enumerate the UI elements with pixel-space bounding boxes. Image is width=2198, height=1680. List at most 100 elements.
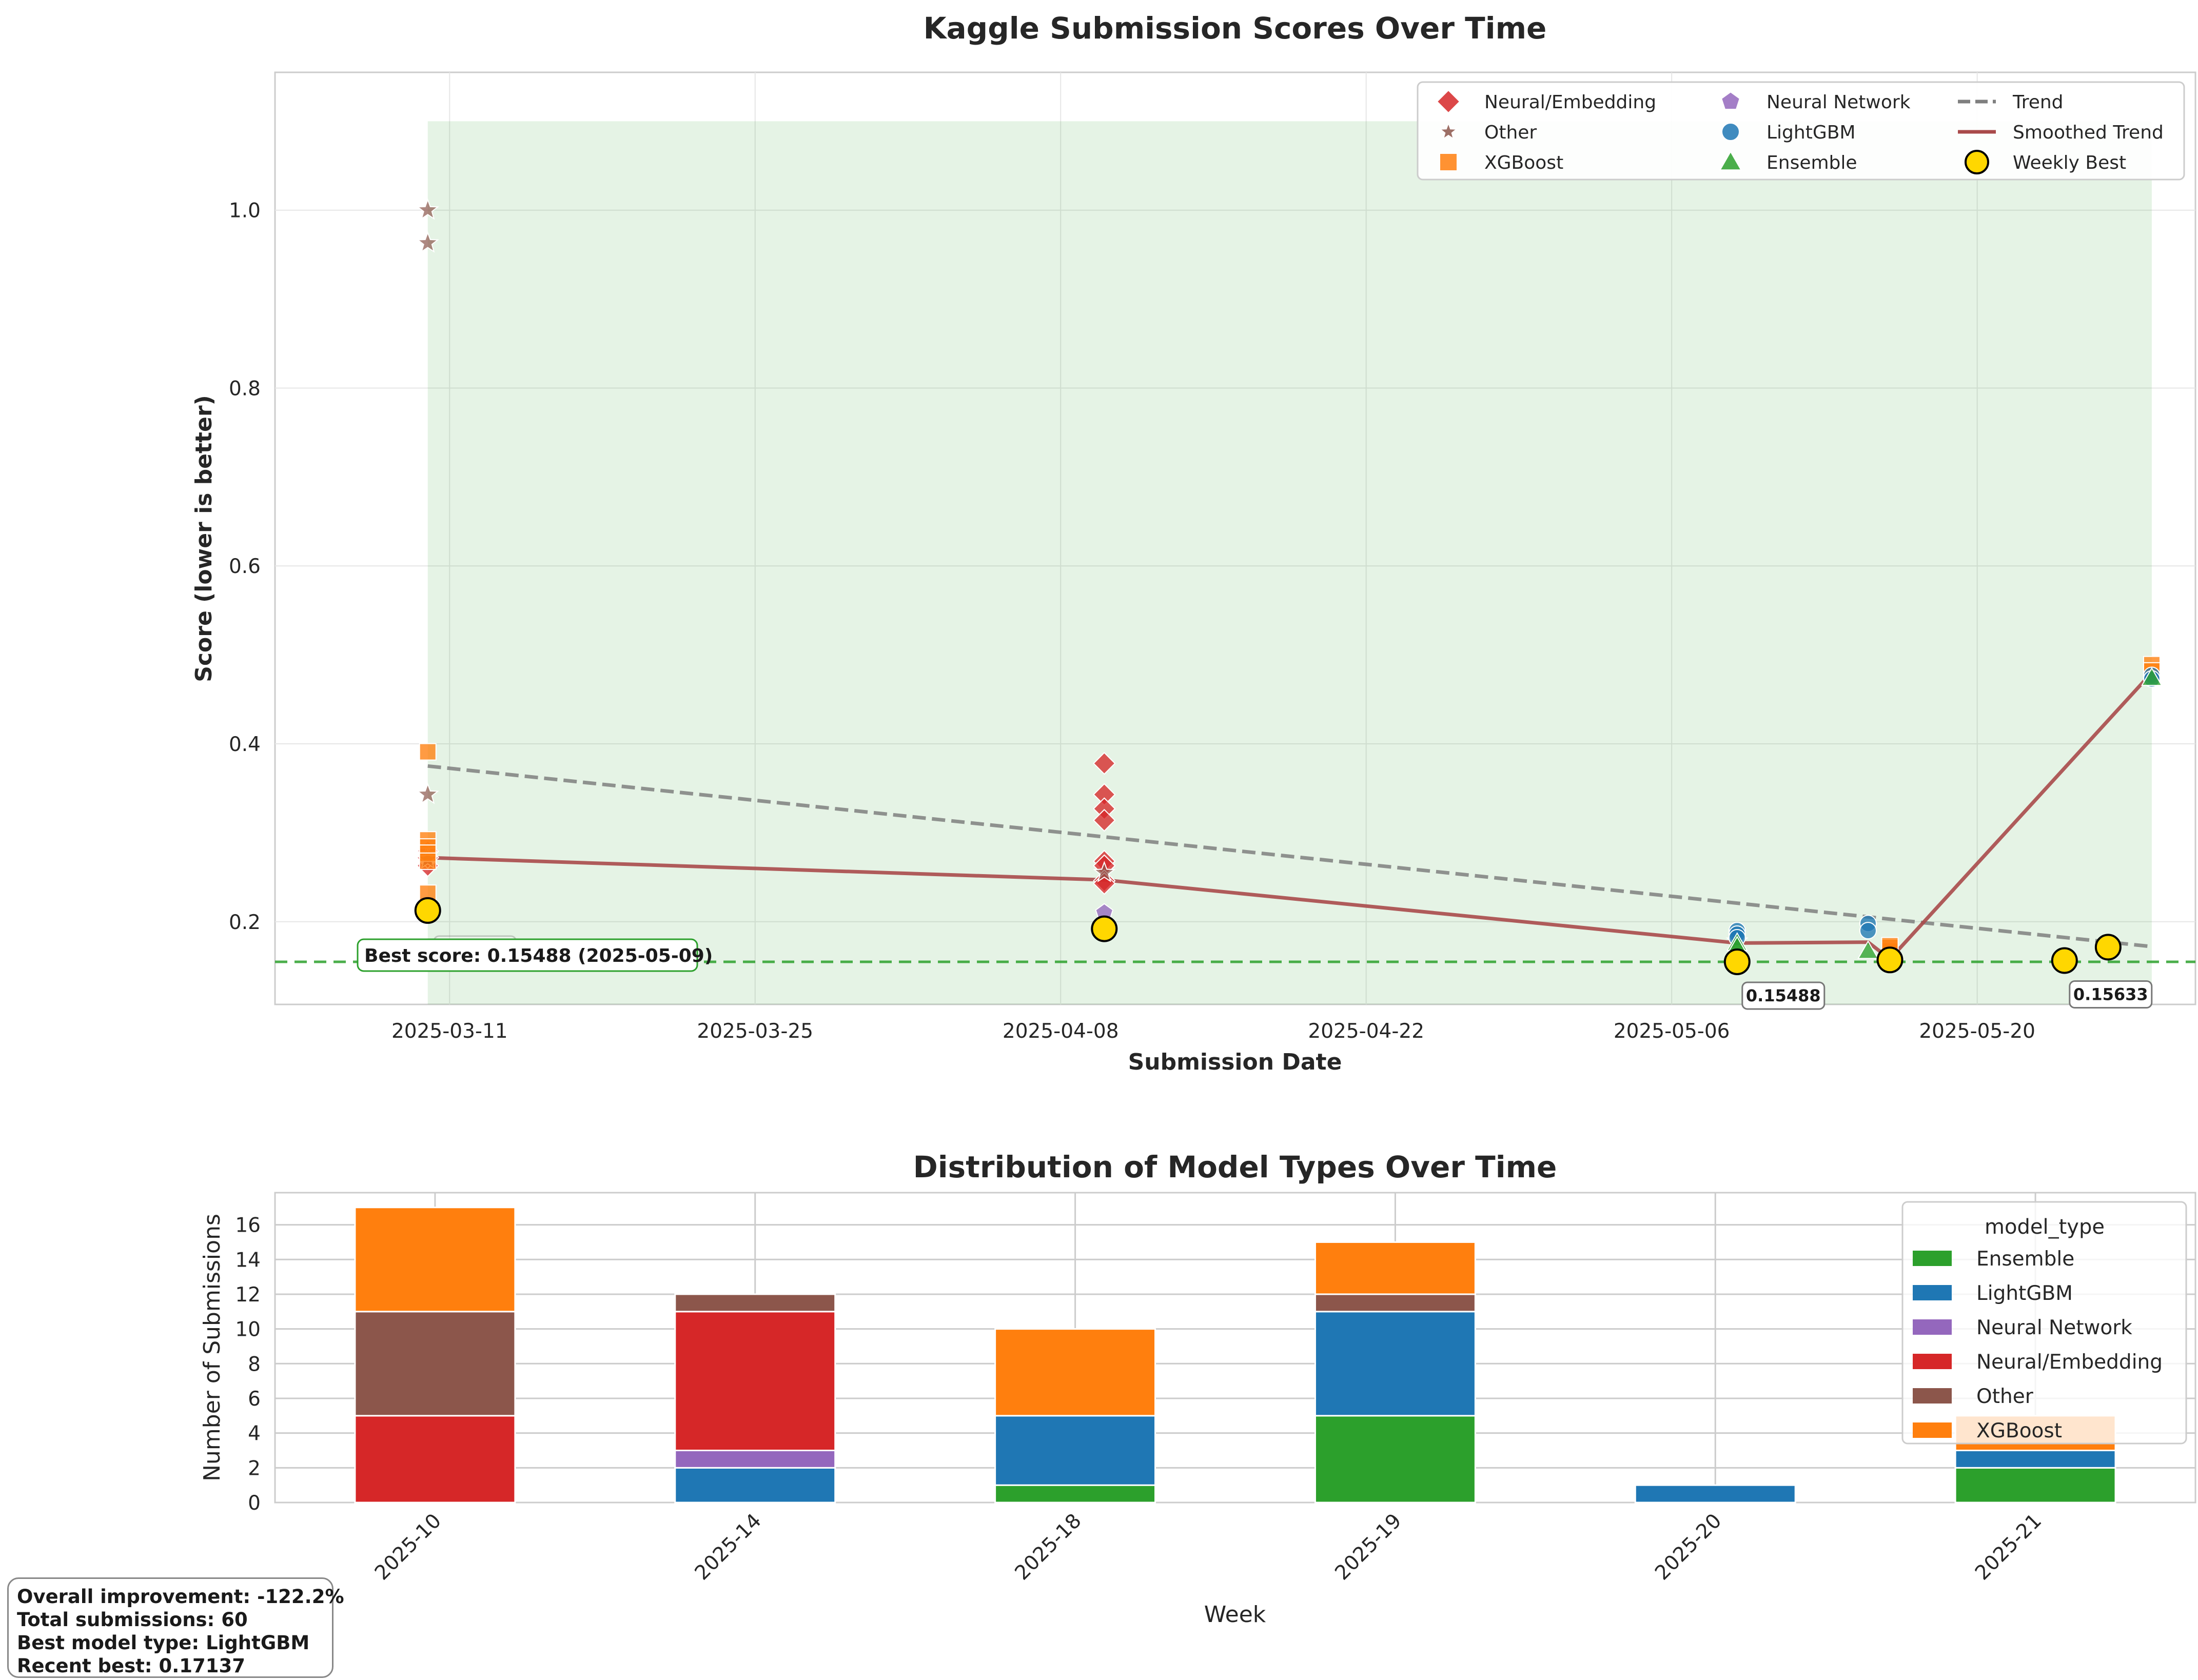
- legend-item-other: Other: [1439, 122, 1537, 143]
- other-point: [1093, 861, 1116, 883]
- legend-item-neural-network: Neural Network: [1913, 1316, 2132, 1339]
- xgboost-point: [419, 852, 437, 870]
- bottom-x-tick-label: 2025-10: [370, 1509, 446, 1585]
- bottom-y-axis-label: Number of Submissions: [199, 1214, 225, 1481]
- top-y-tick-label: 0.2: [229, 911, 261, 934]
- legend-item-ensemble: Ensemble: [1719, 150, 1857, 173]
- shaded-region-rect: [427, 121, 2152, 1004]
- bottom-x-tick-label: 2025-20: [1651, 1509, 1726, 1585]
- bar-segment-ensemble: [994, 1484, 1156, 1504]
- legend-label: Ensemble: [1767, 152, 1857, 173]
- legend-item-neural-embedding: Neural/Embedding: [1436, 89, 1656, 114]
- legend-label: Neural/Embedding: [1484, 92, 1656, 113]
- other-point: [416, 231, 439, 253]
- bar-segment-ensemble: [1954, 1467, 2116, 1504]
- legend-item-lightgbm: LightGBM: [1721, 122, 1856, 143]
- bar-segment-neural-network: [674, 1449, 836, 1469]
- neural-embedding-point: [1093, 808, 1116, 832]
- legend-label: Neural Network: [1976, 1316, 2132, 1339]
- legend-marker-symbol: [1436, 89, 1461, 114]
- smoothed-trend-line: [427, 671, 2153, 962]
- bottom-plot-area: [274, 1192, 2196, 1504]
- top-y-axis-label: Score (lower is better): [191, 395, 217, 682]
- top-x-tick-label: 2025-04-22: [1308, 1020, 1424, 1043]
- bar-segment-xgboost: [1314, 1241, 1476, 1295]
- bottom-y-tick-label: 4: [248, 1422, 261, 1446]
- legend-item-ensemble: Ensemble: [1913, 1248, 2074, 1271]
- xgboost-point: [419, 743, 437, 761]
- best-score-label: Best score: 0.15488 (2025-05-09): [364, 945, 713, 966]
- legend-label: LightGBM: [1767, 122, 1856, 143]
- top-chart-title: Kaggle Submission Scores Over Time: [924, 11, 1547, 46]
- legend-swatch: [1913, 1251, 1952, 1266]
- bar-segment-lightgbm: [994, 1415, 1156, 1486]
- summary-recent-best: Recent best: 0.17137: [17, 1655, 246, 1677]
- bottom-y-tick-label: 10: [235, 1318, 261, 1341]
- bottom-y-tick-label: 12: [235, 1283, 261, 1307]
- bottom-y-tick-labels: 0 2 4 6 8 10 12 14 16: [235, 1214, 261, 1515]
- legend-swatch: [1913, 1354, 1952, 1369]
- bottom-legend: model_type Ensemble LightGBM Neural Networ…: [1901, 1201, 2187, 1445]
- legend-item-xgboost: XGBoost: [1439, 152, 1563, 173]
- bar-segment-neural-embedding: [674, 1311, 836, 1451]
- bottom-x-tick-label: 2025-19: [1330, 1509, 1406, 1585]
- bottom-y-tick-label: 8: [248, 1353, 261, 1376]
- top-x-tick-label: 2025-03-25: [697, 1020, 813, 1043]
- top-y-tick-label: 0.8: [229, 377, 261, 400]
- neural-embedding-point: [1093, 752, 1116, 775]
- weekly-best-point: [2094, 934, 2122, 961]
- summary-best-model: Best model type: LightGBM: [17, 1632, 310, 1654]
- bar-segment-other: [674, 1293, 836, 1313]
- annotation-box: [2069, 980, 2153, 1009]
- bar-segment-ensemble: [1314, 1415, 1476, 1504]
- top-y-tick-label: 1.0: [229, 200, 261, 223]
- legend-label: Smoothed Trend: [2013, 122, 2164, 143]
- summary-improvement: Overall improvement: -122.2%: [17, 1586, 344, 1608]
- top-x-tick-label: 2025-05-06: [1614, 1020, 1730, 1043]
- top-y-tick-labels: 0.2 0.4 0.6 0.8 1.0: [229, 200, 261, 934]
- legend-label: Ensemble: [1976, 1248, 2074, 1271]
- bottom-x-axis-label: Week: [1204, 1602, 1266, 1628]
- top-x-tick-label: 2025-03-11: [391, 1020, 508, 1043]
- best-score-box: Best score: 0.15488 (2025-05-09): [357, 938, 713, 972]
- scatter-points: [416, 198, 2163, 960]
- bottom-y-tick-label: 14: [235, 1249, 261, 1272]
- legend-swatch: [1913, 1285, 1952, 1300]
- bottom-x-tick-label: 2025-14: [691, 1509, 766, 1585]
- weekly-best-point: [1091, 915, 1118, 942]
- weekly-best-point: [1876, 946, 1903, 974]
- annotation-3: 0.15633: [2069, 980, 2153, 1009]
- weekly-best-markers: [414, 897, 2122, 975]
- legend-marker-symbol: [1719, 150, 1742, 171]
- lightgbm-point: [1859, 922, 1877, 940]
- annotation-2: 0.15488: [1741, 981, 1826, 1010]
- legend-item-neural-network: Neural Network: [1721, 91, 1911, 113]
- legend-label: LightGBM: [1976, 1282, 2073, 1305]
- other-point: [416, 198, 439, 220]
- legend-label: Neural/Embedding: [1976, 1351, 2163, 1374]
- top-x-axis-label: Submission Date: [1128, 1049, 1342, 1075]
- legend-marker-symbol: [1721, 123, 1740, 141]
- bottom-y-tick-label: 2: [248, 1457, 261, 1480]
- legend-label: XGBoost: [1976, 1419, 2062, 1442]
- legend-swatch: [1913, 1422, 1952, 1438]
- bottom-x-tick-label: 2025-18: [1011, 1509, 1086, 1585]
- legend-item-other: Other: [1913, 1385, 2034, 1408]
- ensemble-point: [2141, 667, 2163, 686]
- annotation-box: [1741, 981, 1826, 1010]
- top-y-tick-label: 0.6: [229, 555, 261, 578]
- bottom-y-tick-label: 0: [248, 1492, 261, 1515]
- legend-item-smoothed-trend: Smoothed Trend: [1958, 122, 2164, 143]
- bottom-legend-title: model_type: [1985, 1215, 2105, 1239]
- legend-label: XGBoost: [1484, 152, 1563, 173]
- legend-item-neural-embedding: Neural/Embedding: [1913, 1351, 2163, 1374]
- legend-label: Weekly Best: [2013, 152, 2126, 173]
- bar-segment-lightgbm: [1314, 1311, 1476, 1417]
- bar-segment-xgboost: [354, 1207, 516, 1313]
- weekly-best-point: [2051, 947, 2078, 974]
- bottom-y-tick-label: 16: [235, 1214, 261, 1237]
- annotation-label: 0.15488: [1746, 986, 1821, 1005]
- legend-label: Other: [1484, 122, 1537, 143]
